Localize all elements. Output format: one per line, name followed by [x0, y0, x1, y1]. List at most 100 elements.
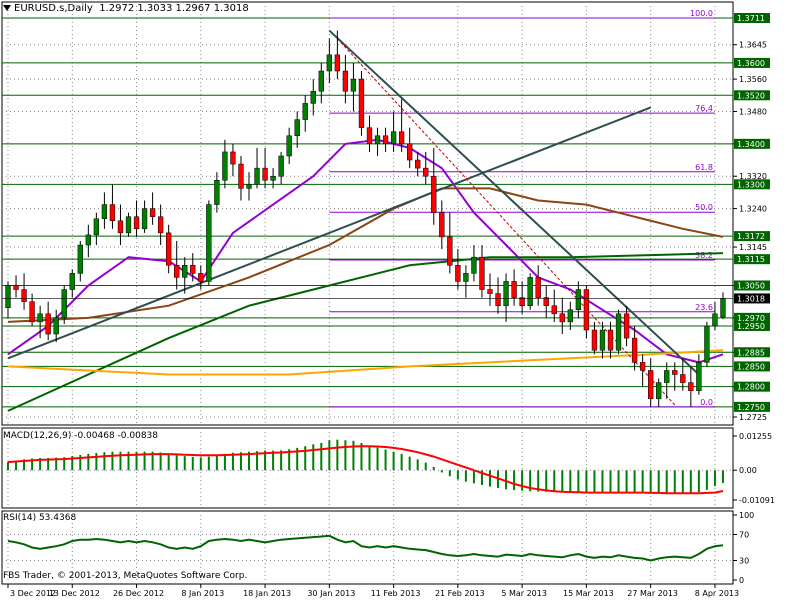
- candle-body-82: [664, 370, 670, 383]
- macd-bar-73: [593, 470, 596, 493]
- candle-body-68: [551, 305, 557, 315]
- level-label-2: 1.3520: [737, 91, 765, 100]
- macd-bar-65: [529, 470, 532, 492]
- candle-body-46: [374, 135, 381, 145]
- candle-body-10: [85, 234, 91, 246]
- level-label-9: 1.2950: [737, 322, 765, 331]
- candle-body-51: [415, 159, 421, 169]
- level-tag-3: [734, 138, 770, 149]
- candle-body-3: [29, 301, 35, 323]
- macd-bar-4: [39, 457, 42, 471]
- level-label-0: 1.3711: [737, 14, 765, 23]
- candle-body-11: [93, 218, 100, 236]
- candle-body-53: [431, 175, 437, 213]
- candle-body-20: [166, 232, 172, 266]
- candle-body-41: [334, 54, 341, 72]
- pane-frame-0: [1, 1, 734, 426]
- macd-bar-29: [239, 452, 242, 471]
- candle-body-15: [125, 216, 132, 234]
- level-tag-10: [734, 347, 770, 358]
- dropdown-triangle-icon[interactable]: [3, 5, 11, 11]
- candle-body-49: [398, 131, 405, 145]
- candle-body-9: [77, 244, 83, 274]
- candle-body-72: [583, 289, 590, 331]
- macd-tick-label-2: -0.01091: [739, 496, 775, 505]
- macd-bar-54: [440, 470, 443, 473]
- candle-body-25: [206, 204, 212, 282]
- macd-bar-58: [472, 470, 475, 484]
- rsi-tick-label-3: 0: [739, 576, 744, 585]
- level-label-10: 1.2885: [737, 348, 765, 357]
- macd-bar-40: [328, 440, 331, 471]
- candle-body-28: [230, 151, 236, 165]
- macd-bar-72: [585, 470, 588, 493]
- macd-bar-80: [649, 470, 652, 494]
- level-tag-12: [734, 381, 770, 392]
- candle-body-57: [463, 273, 469, 282]
- macd-bar-30: [248, 451, 250, 471]
- macd-bar-71: [577, 470, 580, 493]
- price-tick-label-11: 1.2725: [739, 413, 767, 422]
- candle-body-65: [527, 277, 533, 306]
- level-tag-6: [734, 254, 770, 265]
- candle-body-84: [680, 374, 686, 383]
- candle-body-73: [591, 329, 598, 351]
- macd-bar-46: [376, 447, 379, 471]
- fib-label-1: 76.4: [695, 104, 713, 113]
- macd-bar-68: [553, 470, 556, 493]
- trendline-2: [336, 38, 676, 406]
- macd-bar-12: [103, 452, 106, 471]
- macd-bar-52: [424, 462, 427, 471]
- candle-body-34: [278, 155, 284, 177]
- macd-bar-21: [175, 455, 178, 471]
- macd-bar-78: [633, 470, 636, 493]
- macd-bar-3: [31, 458, 34, 471]
- candle-body-52: [423, 167, 429, 177]
- trendline-0: [7, 106, 652, 360]
- rsi-label: RSI(14) 53.4368: [3, 513, 77, 523]
- candle-body-22: [182, 265, 188, 278]
- candle-body-79: [639, 362, 646, 371]
- copyright-label: FBS Trader, © 2001-2013, MetaQuotes Soft…: [3, 571, 248, 581]
- time-tick-label-9: 15 Mar 2013: [563, 589, 614, 598]
- candle-body-69: [559, 313, 565, 323]
- macd-bar-82: [665, 470, 668, 494]
- candle-body-6: [53, 317, 59, 335]
- macd-bar-33: [272, 450, 275, 471]
- macd-bar-18: [151, 451, 154, 471]
- macd-bar-34: [280, 450, 283, 471]
- candle-body-19: [157, 216, 164, 234]
- macd-bar-39: [320, 442, 323, 471]
- candle-body-0: [5, 285, 11, 308]
- candle-body-67: [543, 297, 549, 306]
- level-tag-7: [734, 280, 770, 291]
- candle-body-5: [45, 313, 51, 335]
- candle-body-48: [390, 131, 397, 145]
- candle-body-50: [407, 143, 413, 161]
- macd-bar-36: [296, 447, 299, 471]
- macd-bar-79: [641, 470, 644, 493]
- macd-bar-1: [15, 460, 18, 471]
- time-tick-label-8: 5 Mar 2013: [501, 589, 547, 598]
- level-tag-0: [734, 13, 770, 23]
- macd-bar-16: [135, 451, 138, 471]
- time-tick-label-2: 26 Dec 2012: [113, 589, 164, 598]
- time-tick-label-3: 8 Jan 2013: [181, 589, 224, 598]
- level-tag-11: [734, 361, 770, 372]
- rsi-tick-label-1: 70: [739, 531, 749, 540]
- level-label-4: 1.3300: [737, 180, 765, 189]
- candle-body-2: [21, 289, 27, 302]
- candle-body-75: [607, 329, 614, 351]
- macd-tick-label-1: 0.00: [739, 466, 757, 475]
- level-label-11: 1.2850: [737, 362, 765, 371]
- macd-bar-5: [47, 457, 50, 471]
- pane-frame-1: [1, 427, 734, 509]
- candle-body-74: [599, 329, 606, 351]
- macd-bar-62: [505, 470, 508, 490]
- macd-bar-67: [545, 470, 548, 492]
- candle-body-4: [37, 313, 43, 323]
- candle-body-39: [318, 70, 324, 92]
- macd-bar-66: [537, 470, 540, 492]
- macd-bar-55: [448, 470, 451, 477]
